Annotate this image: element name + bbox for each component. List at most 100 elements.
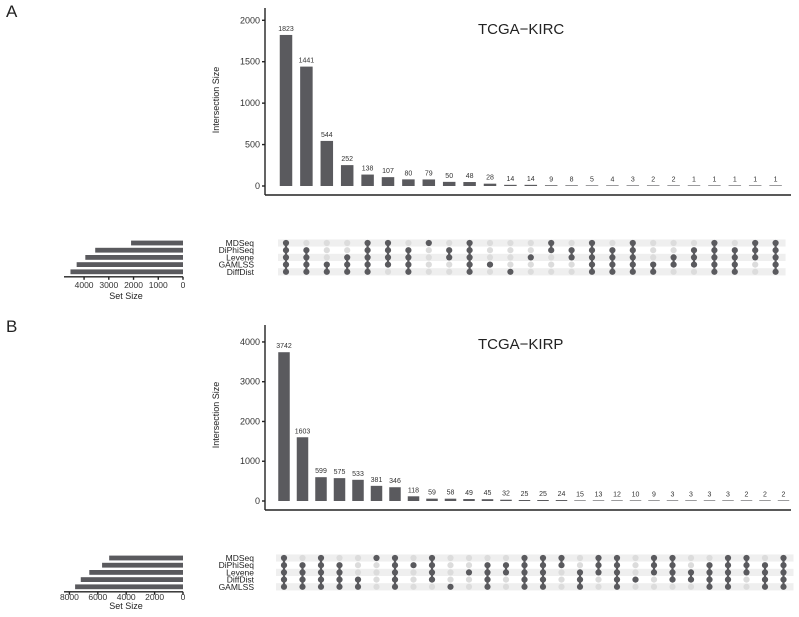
bar-value-label-b: 12 (613, 491, 621, 498)
matrix-dot-filled-b (576, 576, 584, 583)
matrix-dot-filled-a (303, 254, 310, 261)
set-size-bar-b (80, 577, 183, 582)
matrix-dot-empty-b (373, 583, 380, 590)
matrix-dot-empty-b (447, 554, 454, 562)
matrix-dot-filled-b (613, 569, 621, 576)
matrix-dot-filled-a (731, 261, 738, 268)
matrix-dot-empty-b (354, 562, 362, 569)
matrix-dot-empty-a (568, 239, 575, 247)
matrix-dot-filled-b (484, 569, 491, 576)
matrix-dot-empty-b (410, 583, 417, 590)
bar-value-label-a: 5 (590, 176, 594, 183)
matrix-dot-filled-b (724, 554, 732, 562)
matrix-dot-filled-a (282, 247, 290, 254)
matrix-dot-empty-a (425, 261, 432, 268)
set-size-tick-label-b: 8000 (60, 592, 79, 602)
matrix-dot-filled-b (724, 569, 732, 576)
y-tick-label-a: 500 (245, 140, 260, 150)
intersection-bar-a (769, 185, 782, 186)
matrix-dot-filled-b (576, 583, 584, 590)
set-name-label-b: DiPhiSeq (219, 560, 255, 570)
set-size-label-a: Set Size (109, 291, 143, 301)
matrix-dot-filled-b (613, 562, 621, 569)
matrix-dot-filled-b (613, 554, 621, 562)
matrix-dot-filled-b (669, 562, 676, 569)
matrix-dot-filled-b (391, 583, 399, 590)
chart-title-b: TCGA−KIRP (478, 336, 563, 353)
matrix-dot-filled-a (303, 247, 310, 254)
matrix-dot-filled-b (521, 562, 528, 569)
matrix-dot-filled-b (724, 583, 732, 590)
matrix-dot-filled-b (595, 554, 602, 562)
intersection-bar-b (592, 500, 605, 501)
matrix-dot-empty-a (446, 239, 453, 247)
matrix-dot-filled-b (484, 562, 491, 569)
matrix-dot-filled-b (595, 562, 602, 569)
matrix-dot-filled-a (405, 247, 412, 254)
matrix-dot-filled-b (706, 569, 713, 576)
matrix-dot-filled-b (317, 583, 325, 590)
intersection-bar-b (333, 478, 346, 501)
intersection-bar-a (728, 185, 742, 186)
bar-value-label-b: 9 (652, 491, 656, 498)
matrix-dot-filled-a (588, 247, 596, 254)
matrix-dot-filled-b (391, 554, 399, 562)
matrix-dot-filled-a (466, 247, 473, 254)
intersection-bar-a (687, 185, 701, 186)
matrix-dot-filled-a (548, 247, 555, 254)
intersection-bar-b (463, 499, 475, 501)
bar-value-label-b: 533 (352, 471, 364, 478)
matrix-dot-empty-b (595, 583, 602, 590)
matrix-dot-filled-b (428, 562, 436, 569)
bar-value-label-a: 1 (712, 176, 716, 183)
matrix-dot-filled-a (486, 261, 494, 268)
y-tick-label-a: 0 (255, 181, 260, 191)
matrix-dot-filled-b (539, 569, 547, 576)
bar-value-label-a: 2 (651, 176, 655, 183)
matrix-dot-filled-a (711, 239, 718, 247)
matrix-dot-filled-b (687, 569, 695, 576)
matrix-dot-empty-b (632, 569, 639, 576)
intersection-bar-b (518, 500, 531, 501)
matrix-dot-empty-a (344, 239, 351, 247)
intersection-bar-b (611, 500, 623, 501)
matrix-dot-empty-a (527, 261, 534, 268)
matrix-dot-filled-b (484, 576, 491, 583)
matrix-dot-empty-b (761, 554, 769, 562)
matrix-dot-filled-b (687, 576, 695, 583)
matrix-dot-filled-b (317, 569, 325, 576)
matrix-dot-empty-b (447, 562, 454, 569)
matrix-dot-filled-a (711, 268, 718, 275)
matrix-dot-filled-b (761, 569, 769, 576)
matrix-dot-filled-a (772, 239, 779, 247)
matrix-dot-empty-a (486, 268, 494, 275)
matrix-dot-empty-a (690, 239, 698, 247)
matrix-dot-filled-a (690, 247, 698, 254)
matrix-dot-filled-a (629, 254, 636, 261)
matrix-dot-empty-a (731, 239, 738, 247)
bar-value-label-b: 3 (689, 491, 693, 498)
matrix-dot-filled-a (384, 247, 392, 254)
matrix-dot-empty-a (568, 261, 575, 268)
matrix-dot-filled-a (282, 268, 290, 275)
set-size-bar-a (70, 269, 183, 275)
bar-value-label-b: 32 (502, 491, 510, 498)
matrix-dot-empty-b (706, 554, 713, 562)
matrix-dot-filled-a (303, 268, 310, 275)
matrix-dot-filled-a (568, 254, 575, 261)
matrix-dot-filled-a (752, 247, 759, 254)
matrix-dot-filled-b (336, 562, 343, 569)
matrix-dot-empty-b (354, 569, 362, 576)
matrix-dot-filled-a (752, 239, 759, 247)
matrix-dot-empty-b (373, 562, 380, 569)
matrix-dot-empty-b (299, 554, 306, 562)
set-size-bar-b (89, 570, 183, 575)
y-tick-label-b: 1000 (240, 456, 260, 466)
matrix-dot-filled-a (588, 239, 596, 247)
bar-value-label-a: 138 (362, 166, 374, 173)
matrix-dot-filled-b (317, 562, 325, 569)
matrix-dot-filled-a (466, 268, 473, 275)
matrix-dot-empty-a (527, 239, 534, 247)
matrix-dot-empty-a (609, 239, 616, 247)
